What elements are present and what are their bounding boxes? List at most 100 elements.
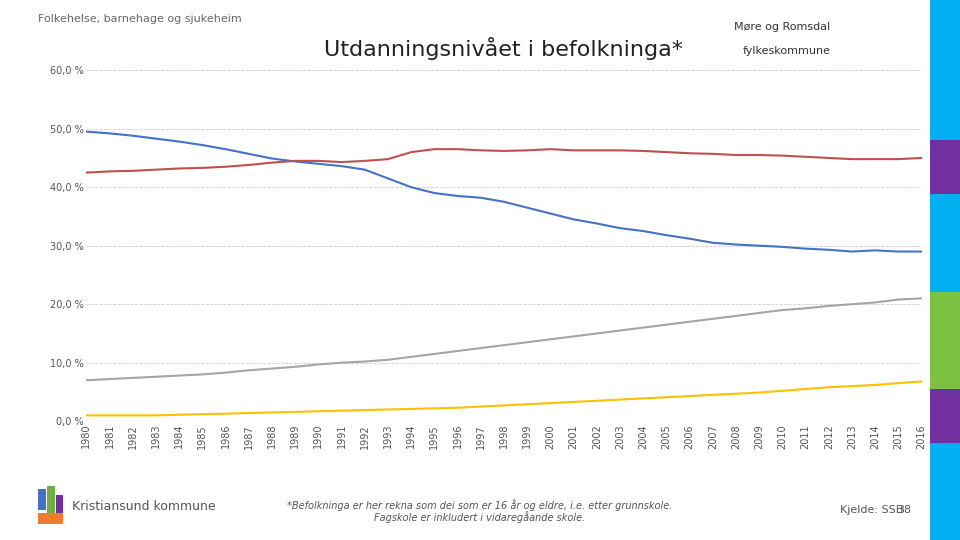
Universitet og høgskule, kort	[220, 369, 231, 376]
Vidaregåande skole	[521, 147, 533, 153]
Universitets og høgskule, lang	[243, 410, 254, 416]
Grunnskule	[708, 240, 719, 246]
Universitets og høgskule, lang	[731, 390, 742, 397]
Universitets og høgskule, lang	[266, 409, 277, 416]
Universitet og høgskule, kort	[498, 342, 510, 348]
Grunnskule	[197, 142, 208, 149]
Vidaregåande skole	[731, 152, 742, 158]
Line: Grunnskule: Grunnskule	[86, 132, 922, 252]
Universitets og høgskule, lang	[800, 386, 811, 392]
Universitet og høgskule, kort	[359, 359, 371, 365]
Text: Møre og Romsdal: Møre og Romsdal	[734, 22, 830, 32]
Grunnskule	[452, 193, 464, 199]
Universitets og høgskule, lang	[521, 401, 533, 408]
Vidaregåande skole	[382, 156, 394, 163]
Universitets og høgskule, lang	[359, 407, 371, 413]
Vidaregåande skole	[150, 166, 161, 173]
Universitets og høgskule, lang	[174, 411, 185, 418]
Universitet og høgskule, kort	[429, 350, 441, 357]
Universitet og høgskule, kort	[266, 365, 277, 372]
Grunnskule	[429, 190, 441, 197]
Grunnskule	[313, 160, 324, 167]
Universitets og høgskule, lang	[197, 411, 208, 417]
Universitet og høgskule, kort	[660, 321, 672, 328]
Grunnskule	[614, 225, 626, 231]
Universitets og høgskule, lang	[382, 406, 394, 413]
Vidaregåande skole	[754, 152, 765, 158]
Universitets og høgskule, lang	[660, 394, 672, 401]
Vidaregåande skole	[81, 170, 92, 176]
Grunnskule	[870, 247, 881, 254]
Universitets og høgskule, lang	[498, 402, 510, 409]
Universitet og høgskule, kort	[174, 373, 185, 379]
Universitets og høgskule, lang	[754, 389, 765, 396]
Grunnskule	[544, 210, 556, 217]
Text: Kristiansund kommune: Kristiansund kommune	[72, 500, 216, 513]
Grunnskule	[174, 138, 185, 145]
Universitets og høgskule, lang	[544, 400, 556, 406]
Universitets og høgskule, lang	[823, 384, 834, 390]
Vidaregåande skole	[104, 168, 115, 174]
Text: Kjelde: SSB: Kjelde: SSB	[840, 505, 903, 515]
Universitets og høgskule, lang	[847, 383, 858, 389]
Universitets og høgskule, lang	[313, 408, 324, 415]
Universitet og høgskule, kort	[405, 354, 417, 360]
Vidaregåande skole	[266, 159, 277, 166]
Universitet og høgskule, kort	[754, 310, 765, 316]
Vidaregåande skole	[893, 156, 904, 163]
Text: 38: 38	[898, 505, 912, 515]
Grunnskule	[684, 235, 695, 242]
Universitets og høgskule, lang	[336, 407, 348, 414]
Universitets og høgskule, lang	[614, 396, 626, 403]
Vidaregåande skole	[637, 147, 649, 154]
Line: Universitet og høgskule, kort: Universitet og høgskule, kort	[86, 298, 922, 380]
Universitet og høgskule, kort	[823, 303, 834, 309]
Universitet og høgskule, kort	[81, 377, 92, 383]
Universitets og høgskule, lang	[150, 412, 161, 418]
Text: Fagskole er inkludert i vidaregåande skole.: Fagskole er inkludert i vidaregåande sko…	[374, 511, 586, 523]
Vidaregåande skole	[800, 153, 811, 160]
Vidaregåande skole	[498, 147, 510, 154]
Universitet og høgskule, kort	[870, 299, 881, 306]
Universitets og høgskule, lang	[220, 410, 231, 417]
Vidaregåande skole	[916, 154, 927, 161]
Vidaregåande skole	[289, 158, 300, 164]
Universitet og høgskule, kort	[475, 345, 487, 352]
Grunnskule	[498, 199, 510, 205]
Universitet og høgskule, kort	[452, 348, 464, 354]
Universitet og høgskule, kort	[567, 333, 579, 340]
Grunnskule	[591, 220, 603, 227]
Vidaregåande skole	[174, 165, 185, 172]
Universitet og høgskule, kort	[847, 301, 858, 307]
Grunnskule	[800, 245, 811, 252]
Text: *Befolkninga er her rekna som dei som er 16 år og eldre, i.e. etter grunnskole.: *Befolkninga er her rekna som dei som er…	[287, 499, 673, 511]
Vidaregåande skole	[591, 147, 603, 153]
Universitet og høgskule, kort	[544, 336, 556, 342]
Grunnskule	[823, 247, 834, 253]
Universitet og høgskule, kort	[637, 325, 649, 331]
Text: Folkehelse, barnehage og sjukeheim: Folkehelse, barnehage og sjukeheim	[38, 14, 242, 24]
Universitet og høgskule, kort	[243, 367, 254, 374]
Grunnskule	[104, 130, 115, 137]
Grunnskule	[81, 129, 92, 135]
Grunnskule	[754, 242, 765, 249]
Universitets og høgskule, lang	[429, 405, 441, 411]
Universitets og høgskule, lang	[916, 378, 927, 384]
Grunnskule	[916, 248, 927, 255]
Universitet og høgskule, kort	[800, 305, 811, 312]
Grunnskule	[475, 194, 487, 201]
Universitet og høgskule, kort	[313, 361, 324, 368]
Universitets og høgskule, lang	[708, 392, 719, 398]
Grunnskule	[266, 156, 277, 162]
Universitet og høgskule, kort	[893, 296, 904, 303]
Grunnskule	[567, 216, 579, 222]
Vidaregåande skole	[870, 156, 881, 163]
Grunnskule	[893, 248, 904, 255]
Grunnskule	[382, 175, 394, 181]
Vidaregåande skole	[544, 146, 556, 152]
Title: Utdanningsnivået i befolkninga*: Utdanningsnivået i befolkninga*	[324, 37, 684, 60]
Grunnskule	[127, 132, 138, 139]
Universitets og høgskule, lang	[637, 395, 649, 402]
Text: fylkeskommune: fylkeskommune	[742, 46, 830, 56]
Universitets og høgskule, lang	[870, 382, 881, 388]
